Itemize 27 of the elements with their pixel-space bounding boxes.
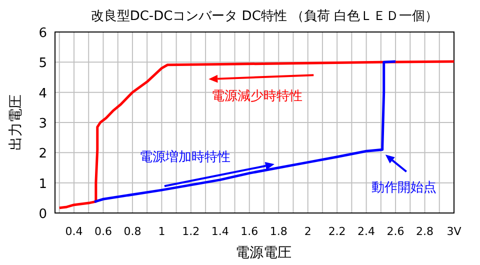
x-tick-label: 3V <box>446 225 462 238</box>
y-axis-title: 出力電圧 <box>8 94 24 150</box>
y-tick-label: 3 <box>38 116 47 132</box>
y-tick-label: 5 <box>38 56 47 72</box>
y-tick-label: 1 <box>38 176 47 192</box>
y-tick-label: 2 <box>38 146 47 162</box>
x-tick-label: 1.6 <box>240 225 258 238</box>
y-tick-label: 0 <box>38 207 47 222</box>
x-tick-label: 1.2 <box>182 225 200 238</box>
x-tick-label: 0.4 <box>65 225 83 238</box>
x-tick-label: 2.2 <box>328 225 346 238</box>
x-tick-label: 0.8 <box>124 225 142 238</box>
x-tick-label: 0.6 <box>94 225 112 238</box>
y-tick-label: 6 <box>38 26 47 41</box>
annotation: 電源増加時特性 <box>139 149 230 166</box>
x-tick-label: 1.8 <box>270 225 288 238</box>
annotation: 電源減少時特性 <box>212 89 303 104</box>
x-tick-label: 1 <box>158 225 166 238</box>
x-tick-label: 2.6 <box>386 225 404 238</box>
x-axis-title: 電源電圧 <box>236 245 292 261</box>
x-tick-label: 2 <box>304 225 312 238</box>
x-tick-label: 1.4 <box>211 225 229 238</box>
chart-title: 改良型DC-DCコンバータ DC特性 （負荷 白色ＬＥＤ一個） <box>90 9 438 24</box>
x-tick-label: 2.4 <box>358 225 376 238</box>
y-tick-label: 4 <box>38 86 47 102</box>
annotation: 動作開始点 <box>371 180 436 196</box>
x-tick-label: 2.8 <box>416 225 434 238</box>
